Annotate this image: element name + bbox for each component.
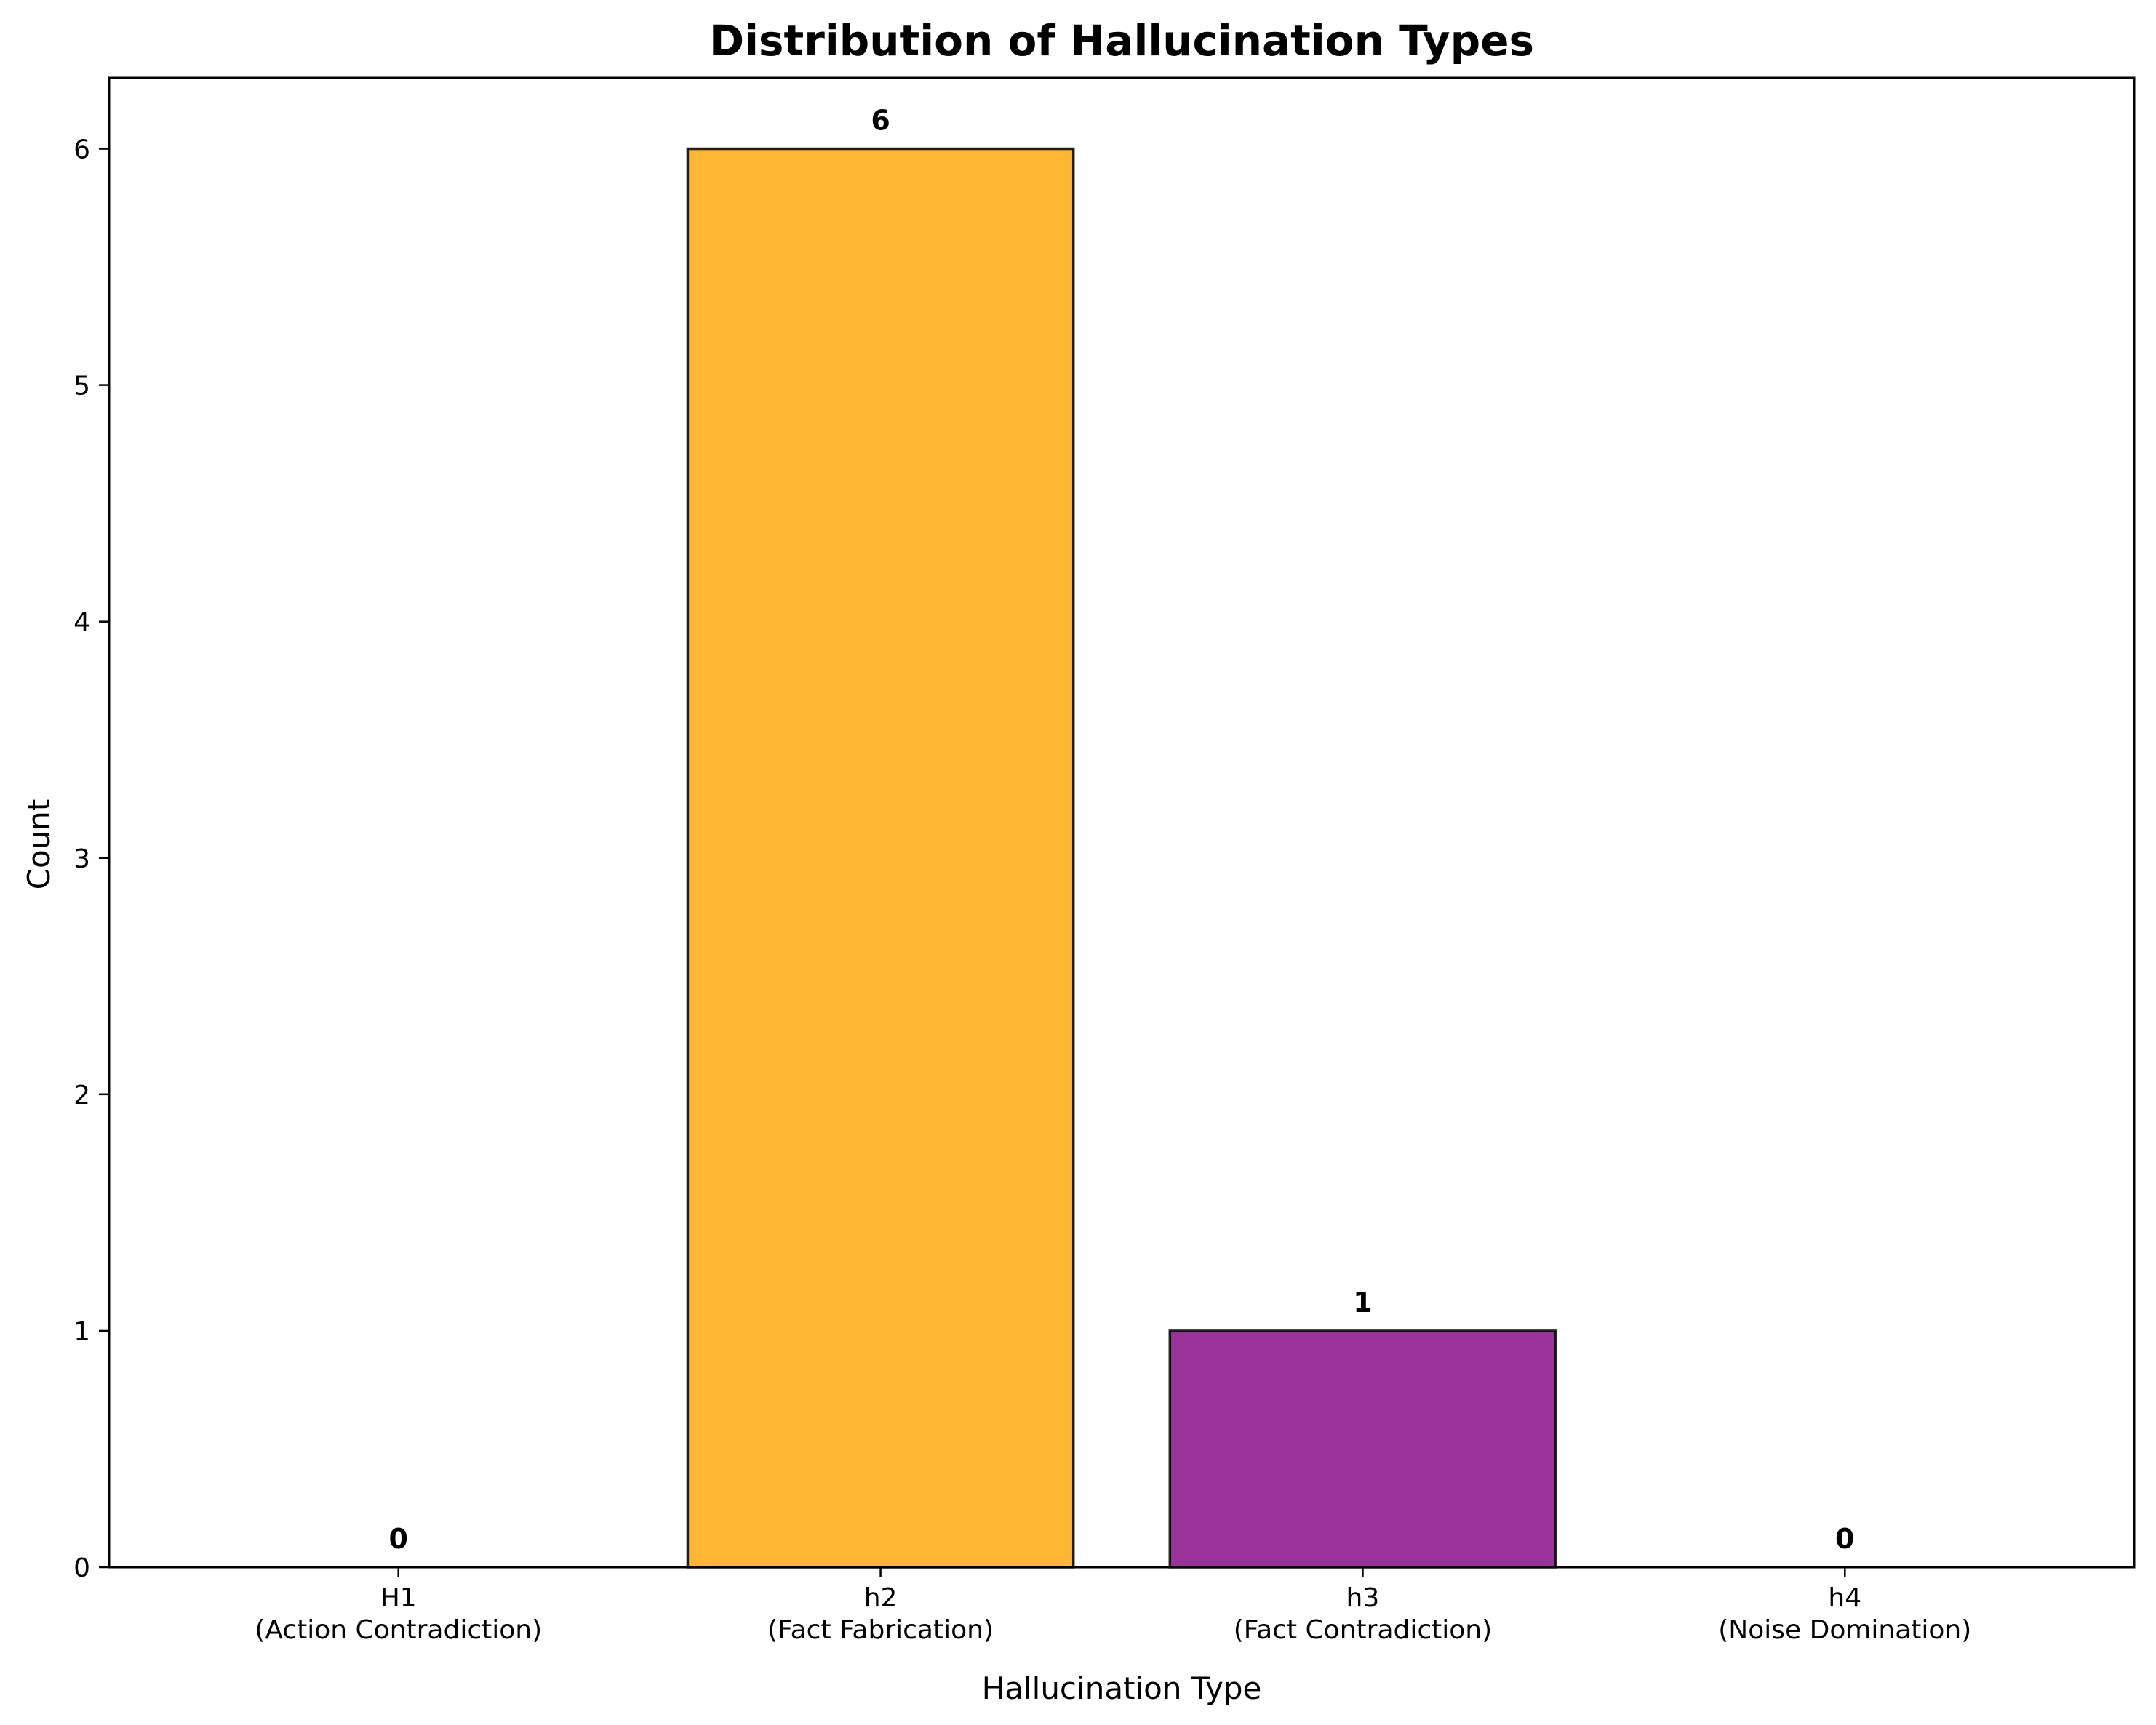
y-tick-label-2: 2 [73,1081,90,1110]
y-tick-label-0: 0 [73,1553,90,1583]
x-tick-sublabel-3: (Noise Domination) [1718,1615,1971,1645]
chart-title: Distribution of Hallucination Types [709,16,1534,65]
axes-frame [108,76,2136,1569]
data-label-1: 6 [871,105,890,137]
data-label-2: 1 [1353,1286,1372,1318]
x-tick-label-0: H1 [380,1583,417,1613]
y-tick-label-3: 3 [73,844,90,874]
x-tick-sublabel-1: (Fact Fabrication) [767,1615,994,1645]
x-tick-sublabel-2: (Fact Contradiction) [1234,1615,1492,1645]
bar-1 [686,147,1075,1569]
x-tick-sublabel-0: (Action Contradiction) [255,1615,542,1645]
x-axis-label: Hallucination Type [982,1670,1262,1706]
data-label-3: 0 [1835,1523,1854,1555]
x-tick-label-1: h2 [864,1583,898,1613]
y-tick-label-6: 6 [73,135,90,165]
bar-2 [1168,1329,1557,1569]
x-tick-label-3: h4 [1828,1583,1861,1613]
plot-area: 0 H1(Action Contradiction) 6 h2(Fact Fabric… [73,76,2136,1645]
data-label-0: 0 [388,1523,407,1555]
y-tick-label-1: 1 [73,1317,90,1347]
y-tick-label-4: 4 [73,608,90,638]
y-axis-label: Count [21,799,57,890]
x-tick-label-2: h3 [1346,1583,1380,1613]
y-tick-label-5: 5 [73,372,90,401]
